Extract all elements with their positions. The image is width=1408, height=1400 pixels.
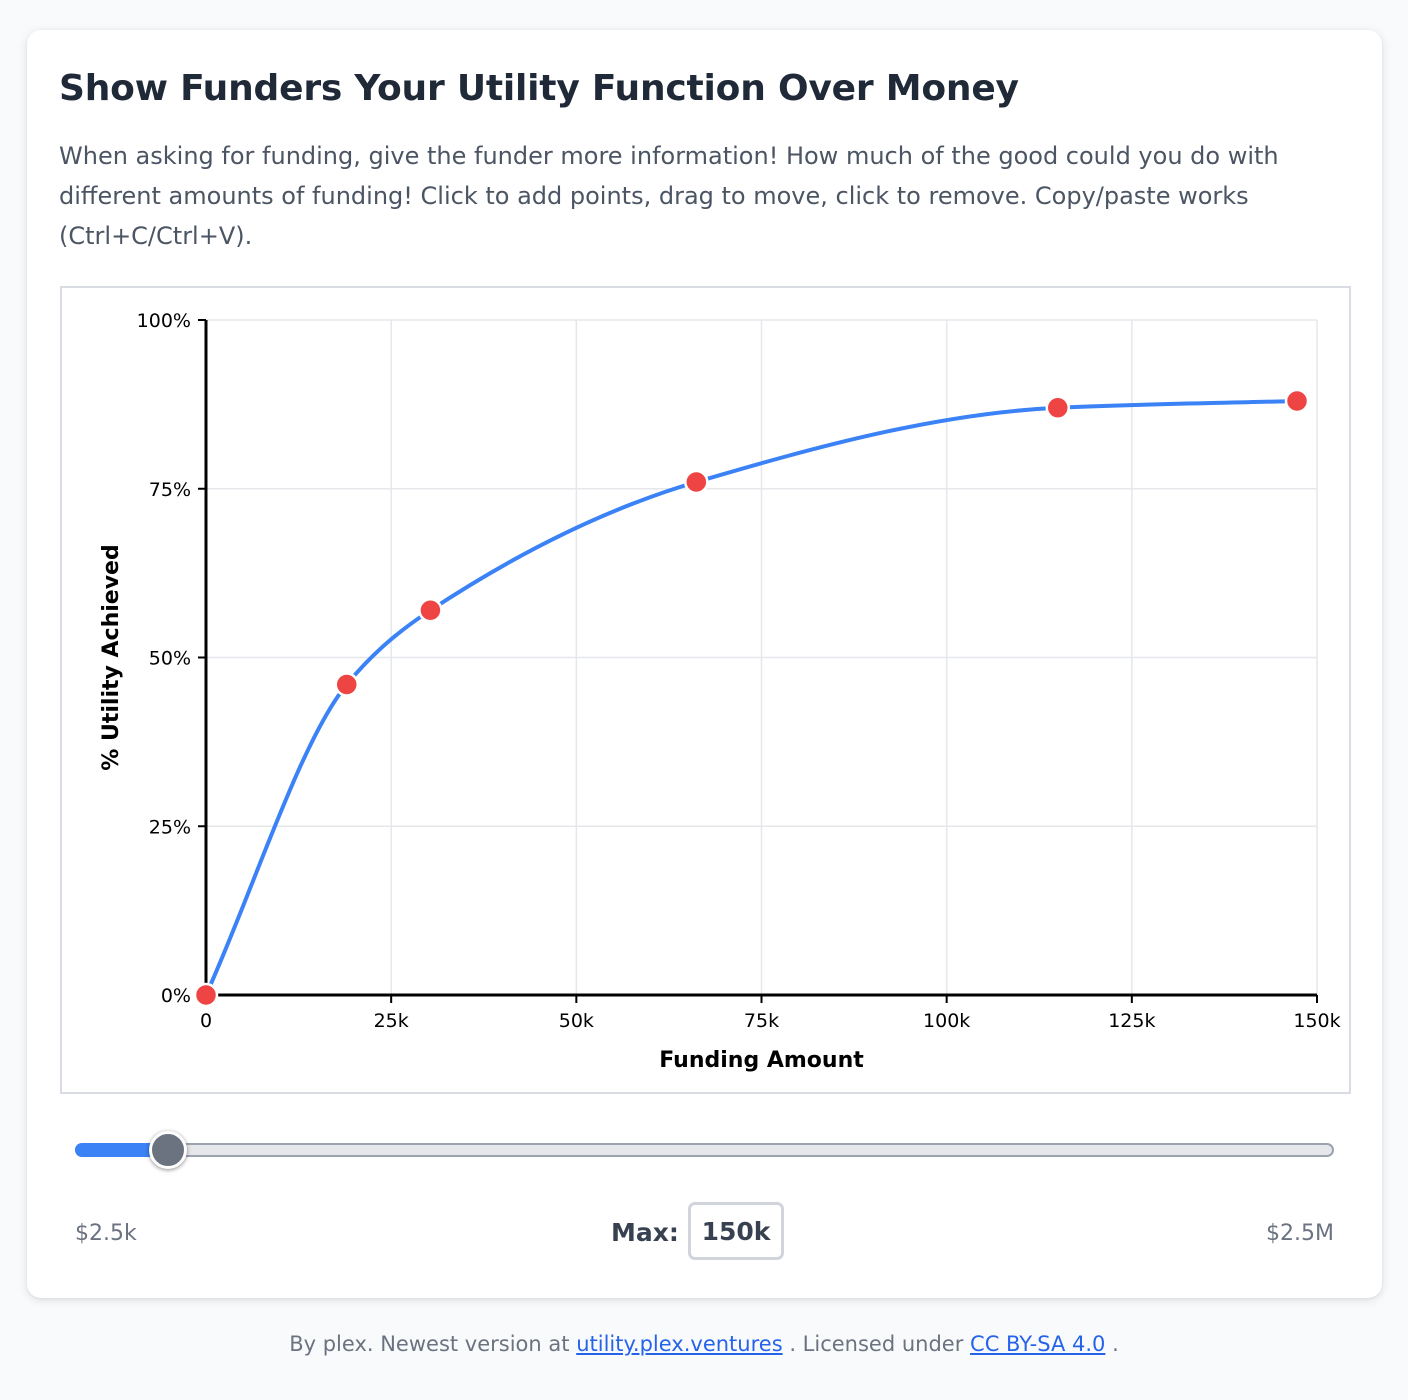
footer-suffix: . [1112, 1332, 1119, 1356]
max-label: Max: [611, 1218, 679, 1247]
max-input[interactable] [688, 1202, 784, 1260]
y-tick-label: 100% [137, 310, 191, 332]
chart-points[interactable] [193, 388, 1310, 1008]
x-tick-label: 100k [923, 1010, 970, 1032]
utility-curve [204, 399, 1299, 997]
y-tick-label: 75% [149, 479, 191, 501]
y-axis-label: % Utility Achieved [99, 544, 124, 770]
page-description: When asking for funding, give the funder… [59, 142, 1279, 250]
x-tick-label: 75k [744, 1010, 779, 1032]
footer-link-license[interactable]: CC BY-SA 4.0 [970, 1332, 1106, 1356]
main-card: Show Funders Your Utility Function Over … [27, 30, 1382, 1298]
slider-max-label: $2.5M [1266, 1221, 1334, 1246]
page-title: Show Funders Your Utility Function Over … [59, 68, 1019, 109]
data-point[interactable] [684, 469, 709, 495]
x-axis-label: Funding Amount [659, 1048, 864, 1073]
data-point[interactable] [1045, 395, 1071, 420]
data-point[interactable] [1284, 388, 1310, 414]
footer-middle: . Licensed under [789, 1332, 964, 1356]
x-tick-label: 0 [200, 1010, 212, 1032]
footer: By plex. Newest version at utility.plex.… [0, 1332, 1408, 1356]
slider-min-label: $2.5k [75, 1221, 137, 1246]
chart-curve [204, 399, 1299, 997]
y-tick-label: 25% [149, 816, 191, 838]
data-point[interactable] [334, 672, 359, 697]
footer-prefix: By plex. Newest version at [289, 1332, 570, 1356]
y-tick-label: 50% [149, 648, 191, 670]
footer-link-site[interactable]: utility.plex.ventures [576, 1332, 783, 1356]
chart-grid [206, 319, 1318, 995]
max-funding-slider[interactable] [75, 1131, 1334, 1169]
slider-track[interactable] [75, 1143, 1334, 1157]
utility-chart[interactable]: 0 25k 50k 75k 100k 125k 150k 0% 25% 50% 75% 100% Fu… [60, 286, 1351, 1094]
slider-thumb[interactable] [148, 1131, 187, 1169]
x-tick-label: 50k [559, 1010, 594, 1032]
data-point[interactable] [193, 982, 219, 1008]
x-tick-label: 25k [374, 1010, 409, 1032]
x-tick-label: 125k [1108, 1010, 1155, 1032]
x-tick-label: 150k [1293, 1010, 1340, 1032]
chart-axes: 0 25k 50k 75k 100k 125k 150k 0% 25% 50% 75% 100% [137, 310, 1341, 1032]
slider-fill [75, 1143, 167, 1157]
data-point[interactable] [418, 598, 443, 623]
chart-canvas[interactable]: 0 25k 50k 75k 100k 125k 150k 0% 25% 50% 75% 100% Fu… [62, 288, 1349, 1092]
y-tick-label: 0% [161, 985, 191, 1007]
